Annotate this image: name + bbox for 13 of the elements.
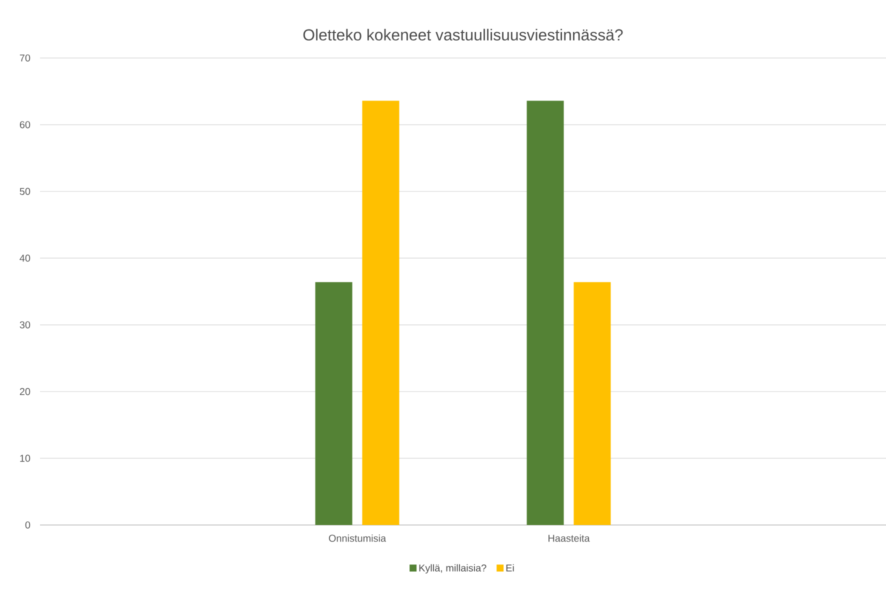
y-tick-label: 20 bbox=[20, 388, 30, 396]
y-tick-label: 40 bbox=[20, 254, 30, 262]
legend-label: Kyllä, millaisia? bbox=[419, 564, 486, 574]
chart-title: Oletteko kokeneet vastuullisuusviestinnässä? bbox=[303, 28, 623, 41]
y-tick-label: 0 bbox=[25, 521, 30, 529]
y-tick-label: 10 bbox=[20, 454, 30, 462]
y-tick-label: 30 bbox=[20, 321, 30, 328]
y-tick-label: 70 bbox=[20, 54, 30, 62]
y-tick-label: 50 bbox=[20, 188, 30, 195]
x-tick-label: Onnistumisia bbox=[328, 534, 386, 542]
x-tick-label: Haasteita bbox=[548, 534, 590, 542]
y-tick-label: 60 bbox=[20, 121, 30, 128]
legend-label: Ei bbox=[506, 564, 514, 572]
